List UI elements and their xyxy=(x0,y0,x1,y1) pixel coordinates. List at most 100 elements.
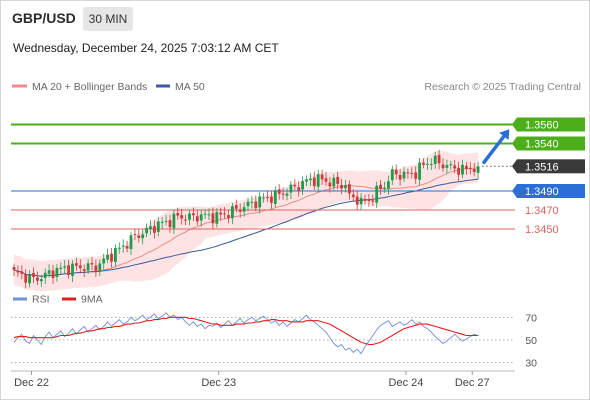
candle-body xyxy=(75,263,78,266)
candle-body xyxy=(379,184,382,190)
candle-body xyxy=(43,272,47,278)
candle-body xyxy=(433,155,437,164)
candle-body xyxy=(125,246,129,249)
candle-body xyxy=(422,162,425,165)
candle-body xyxy=(453,165,457,169)
candle-body xyxy=(476,166,480,173)
candle-body xyxy=(367,199,371,201)
candle-body xyxy=(156,221,160,232)
candle-body xyxy=(375,185,379,203)
candle-body xyxy=(242,207,246,212)
candle-body xyxy=(344,185,347,189)
candle-body xyxy=(180,215,184,219)
candle-body xyxy=(59,267,63,269)
candle-body xyxy=(215,211,219,224)
rsi-legend-label: RSI xyxy=(32,294,50,306)
candle-body xyxy=(238,209,242,212)
candle-body xyxy=(110,253,113,262)
candle-body xyxy=(231,206,234,219)
candle-body xyxy=(371,200,375,202)
candle-body xyxy=(359,197,363,205)
candle-body xyxy=(398,174,402,180)
candle-body xyxy=(363,198,367,201)
candle-body xyxy=(63,266,67,268)
price-level-tag xyxy=(517,117,585,132)
candle-body xyxy=(348,184,351,194)
candle-body xyxy=(445,165,449,168)
candle-body xyxy=(465,165,468,170)
candle-body xyxy=(410,172,414,174)
candle-body xyxy=(305,179,308,182)
rsi-line xyxy=(13,312,479,355)
forecast-arrow-shaft xyxy=(482,134,506,165)
candle-body xyxy=(277,189,281,194)
candle-body xyxy=(332,177,336,187)
candle-body xyxy=(106,254,109,260)
candle-body xyxy=(387,181,390,189)
candle-body xyxy=(250,201,254,203)
candle-body xyxy=(145,227,148,234)
candle-body xyxy=(320,174,324,180)
candle-body xyxy=(114,248,117,262)
price-level-tag-pointer xyxy=(512,136,517,151)
bollinger-bands xyxy=(14,150,479,292)
candle-body xyxy=(199,214,203,221)
ma50-line xyxy=(13,178,479,277)
candle-body xyxy=(441,164,445,169)
candle-body xyxy=(207,214,211,216)
candle-body xyxy=(289,184,293,193)
candle-body xyxy=(227,215,230,218)
candle-body xyxy=(20,271,24,274)
rsi-ma-legend-label: 9MA xyxy=(81,294,103,306)
bollinger-band-fill xyxy=(14,150,479,292)
candle-body xyxy=(414,172,418,179)
candle-body xyxy=(418,162,421,180)
candle-body xyxy=(309,178,312,181)
rsi-tick-label: 70 xyxy=(525,312,537,324)
candle-body xyxy=(164,220,168,222)
candle-body xyxy=(234,205,238,209)
candle-body xyxy=(281,193,285,195)
candle-body xyxy=(98,263,102,271)
timeframe-button[interactable]: 30 MIN xyxy=(83,7,133,31)
moving-averages xyxy=(13,167,479,277)
candle-body xyxy=(297,187,301,191)
ma50-legend-label: MA 50 xyxy=(175,81,205,93)
candle-body xyxy=(176,213,180,216)
x-axis-tick-label: Dec 23 xyxy=(201,377,236,389)
candle-body xyxy=(78,265,82,269)
candle-body xyxy=(461,164,464,175)
candle-body xyxy=(133,234,137,236)
ma20-legend-label: MA 20 + Bollinger Bands xyxy=(32,81,147,93)
candle-body xyxy=(223,213,226,215)
research-credit: Research © 2025 Trading Central xyxy=(424,81,581,93)
price-level-tags: 1.3560 1.3540 1.3516 1.3490 1.3470 1.3450 xyxy=(512,117,585,236)
price-level-tag xyxy=(517,184,585,198)
candle-body xyxy=(184,219,187,221)
candle-body xyxy=(316,174,320,187)
chart-header: GBP/USD 30 MIN xyxy=(0,0,590,36)
candle-body xyxy=(102,258,106,264)
candle-body xyxy=(168,220,172,228)
candle-body xyxy=(16,270,20,273)
price-level-lines xyxy=(11,123,515,230)
x-axis: Dec 22 Dec 23 Dec 24 Dec 27 xyxy=(11,370,515,389)
rsi-pane: 70 50 30 xyxy=(11,312,537,370)
candle-body xyxy=(390,169,394,181)
candle-body xyxy=(457,167,460,175)
price-level-tag-pointer xyxy=(512,184,517,198)
candle-body xyxy=(51,270,55,278)
candle-body xyxy=(285,193,289,196)
candle-body xyxy=(117,247,121,249)
forecast-arrow xyxy=(482,129,510,165)
candle-body xyxy=(160,221,164,223)
price-level-tag-pointer xyxy=(512,159,517,174)
candle-body xyxy=(328,182,332,187)
candle-body xyxy=(336,176,340,184)
symbol-title: GBP/USD xyxy=(12,10,76,26)
price-level-tag-text: 1.3516 xyxy=(525,161,559,173)
candle-body xyxy=(188,213,191,220)
candle-body xyxy=(301,181,304,190)
candle-body xyxy=(121,245,125,247)
